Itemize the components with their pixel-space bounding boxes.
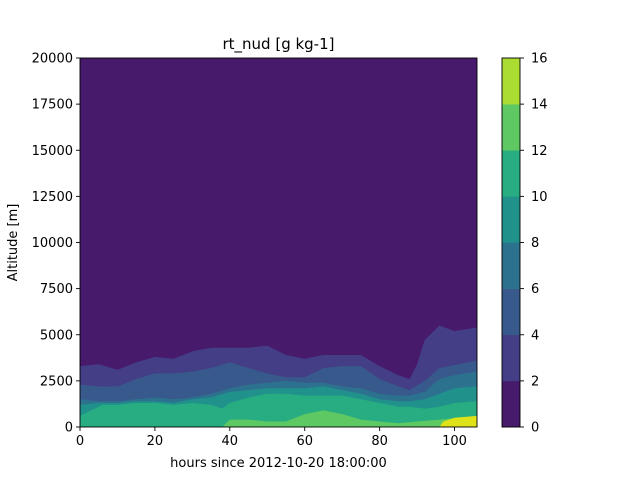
colorbar-segment [502,380,520,428]
colorbar-segment [502,242,520,289]
y-tick-label: 20000 [32,52,73,67]
x-axis: 0 20 40 60 80 100 [76,427,467,449]
y-tick-label: 15000 [32,144,73,159]
x-tick-label: 20 [147,434,164,449]
x-tick-label: 0 [76,434,84,449]
y-tick-label: 10000 [32,236,73,251]
x-tick-label: 80 [371,434,388,449]
colorbar-tick-label: 16 [531,52,548,67]
y-tick-label: 5000 [40,328,73,343]
colorbar-segment [502,288,520,336]
y-tick-label: 2500 [40,374,73,389]
colorbar-tick-label: 2 [531,374,539,389]
colorbar: 0 2 4 6 8 10 12 14 16 [501,52,548,436]
colorbar-tick-label: 8 [531,236,539,251]
colorbar-segment [502,196,520,243]
colorbar-segment [502,334,520,382]
colorbar-tick-label: 10 [531,190,548,205]
contour-band-14-16 [439,415,477,427]
chart-title: rt_nud [g kg-1] [222,35,334,54]
y-tick-label: 12500 [32,190,73,205]
colorbar-tick-label: 4 [531,328,539,343]
plot-area [79,57,478,428]
x-axis-label: hours since 2012-10-20 18:00:00 [170,456,387,471]
colorbar-segment [502,104,520,151]
colorbar-tick-label: 0 [531,421,539,436]
colorbar-segment [502,58,520,105]
x-tick-label: 60 [296,434,313,449]
colorbar-tick-label: 6 [531,282,539,297]
y-axis: 0 2500 5000 7500 10000 12500 15000 17500 20000 [32,52,80,436]
colorbar-segment [502,150,520,197]
contour-layer [80,325,477,427]
y-tick-label: 17500 [32,98,73,113]
colorbar-tick-label: 14 [531,98,548,113]
y-axis-label: Altitude [m] [6,204,21,282]
x-tick-label: 100 [442,434,467,449]
colorbar-tick-label: 12 [531,144,548,159]
x-tick-label: 40 [222,434,239,449]
contour-band-10-12 [80,393,477,427]
contour-band-12-14 [80,410,477,427]
y-tick-label: 7500 [40,282,73,297]
y-tick-label: 0 [65,421,73,436]
